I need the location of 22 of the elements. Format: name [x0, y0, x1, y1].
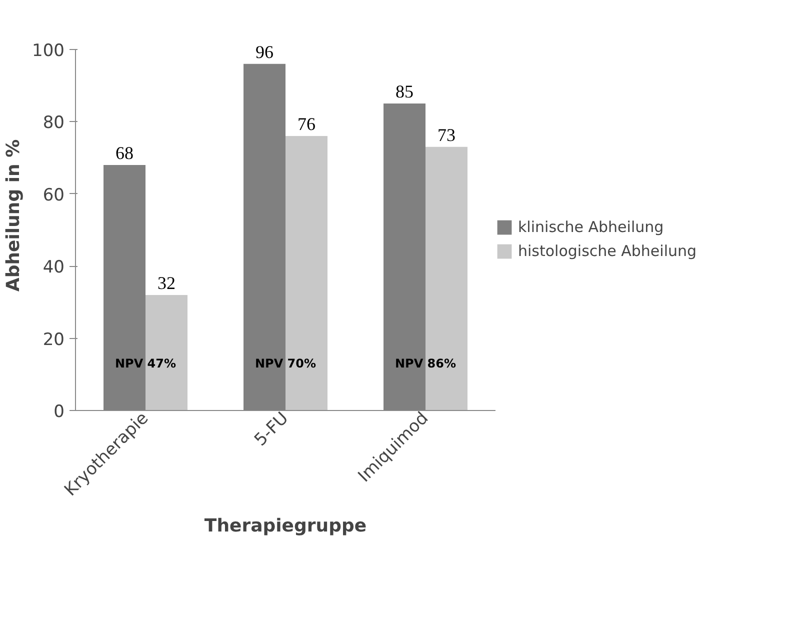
- bar: [426, 146, 468, 410]
- x-axis-title: Therapiegruppe: [204, 515, 367, 536]
- data-label: 32: [158, 272, 176, 293]
- legend-label: histologische Abheilung: [518, 242, 697, 260]
- legend-label: klinische Abheilung: [518, 218, 664, 236]
- y-axis-title: Abheilung in %: [3, 139, 24, 292]
- annotation: NPV 86%: [394, 356, 456, 371]
- data-label: 68: [116, 142, 134, 163]
- data-label: 76: [298, 114, 316, 134]
- y-tick-label: 0: [54, 402, 65, 422]
- bar: [146, 294, 188, 410]
- y-tick-label: 20: [42, 330, 65, 350]
- data-label: 73: [438, 124, 456, 145]
- data-label: 85: [396, 82, 414, 102]
- bar: [286, 136, 328, 410]
- y-tick-label: 40: [42, 258, 65, 278]
- y-tick-label: 100: [32, 40, 65, 61]
- annotation: NPV 47%: [114, 356, 176, 371]
- data-label: 96: [256, 42, 274, 62]
- annotation: NPV 70%: [254, 356, 316, 371]
- y-tick-label: 80: [42, 113, 65, 134]
- y-tick-label: 60: [42, 185, 65, 206]
